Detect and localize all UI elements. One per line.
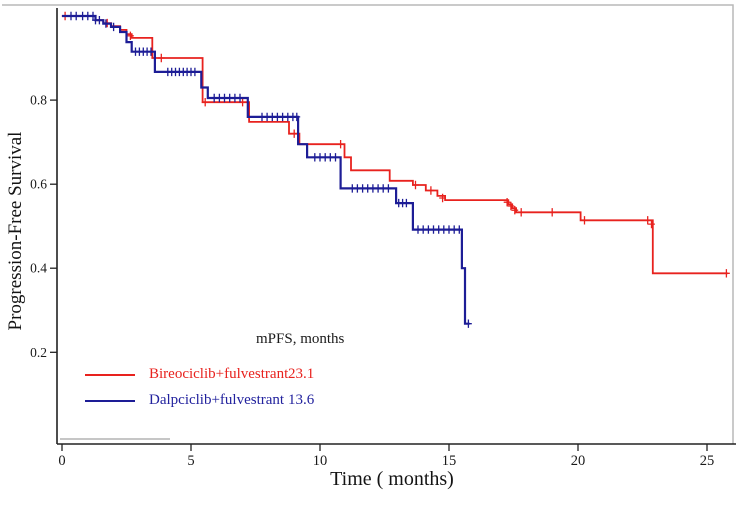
- survival-curve-dalpciclib-fulvestrant: [62, 14, 470, 325]
- x-axis-tick-label-15: 15: [442, 453, 457, 469]
- bireociclib-line-swatch: [85, 374, 135, 376]
- y-axis-tick-label-0.2: 0.2: [30, 345, 47, 360]
- x-axis-title: Time ( months): [330, 468, 454, 490]
- figure-border: [2, 4, 734, 444]
- x-axis-tick-label-0: 0: [58, 453, 65, 469]
- bireociclib-label: Bireociclib+fulvestrant: [149, 366, 289, 382]
- censor-marks-bireociclib-fulvestrant: [61, 11, 730, 278]
- y-axis-tick-label-0.6: 0.6: [30, 177, 47, 192]
- x-axis-tick-label-20: 20: [571, 453, 586, 469]
- x-axis-tick-label-10: 10: [313, 453, 328, 469]
- y-axis-tick-label-0.4: 0.4: [30, 261, 47, 276]
- survival-curves: [61, 11, 730, 328]
- censor-marks-dalpciclib-fulvestrant: [67, 11, 472, 328]
- dalpciclib-line-swatch: [85, 400, 135, 402]
- dalpciclib-mpfs-value: 13.6: [288, 392, 315, 408]
- axis-ticks: 0.2 0.4 0.6 0.8 0 5 10 15 20 25: [30, 93, 714, 469]
- y-axis-tick-label-0.8: 0.8: [30, 93, 47, 108]
- bireociclib-mpfs-value: 23.1: [288, 366, 315, 382]
- dalpciclib-label: Dalpciclib+fulvestrant: [149, 392, 285, 408]
- x-axis-tick-label-25: 25: [700, 453, 715, 469]
- x-axis-tick-label-5: 5: [187, 453, 194, 469]
- y-axis-title: Progression-Free Survival: [5, 131, 26, 331]
- mpfs-annotation-header: mPFS, months: [256, 331, 345, 347]
